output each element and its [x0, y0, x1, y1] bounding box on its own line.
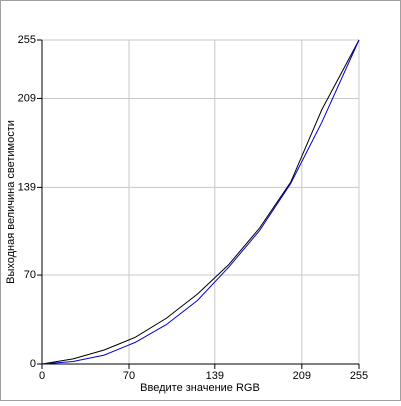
x-tick-label: 255: [350, 370, 368, 382]
x-tick-label: 209: [293, 370, 311, 382]
x-tick-label: 70: [123, 370, 135, 382]
y-tick-label: 70: [24, 269, 36, 281]
x-tick-label: 139: [206, 370, 224, 382]
line-series: [41, 39, 360, 365]
y-tick-label: 209: [18, 92, 36, 104]
y-tick-label: 0: [30, 358, 36, 370]
line-series: [41, 39, 360, 365]
y-tick-label: 255: [18, 34, 36, 46]
x-axis-label: Введите значение RGB: [140, 382, 260, 394]
x-tick-label: 0: [39, 370, 45, 382]
y-axis-label: Выходная величина светимости: [5, 120, 17, 284]
y-tick-label: 139: [18, 181, 36, 193]
